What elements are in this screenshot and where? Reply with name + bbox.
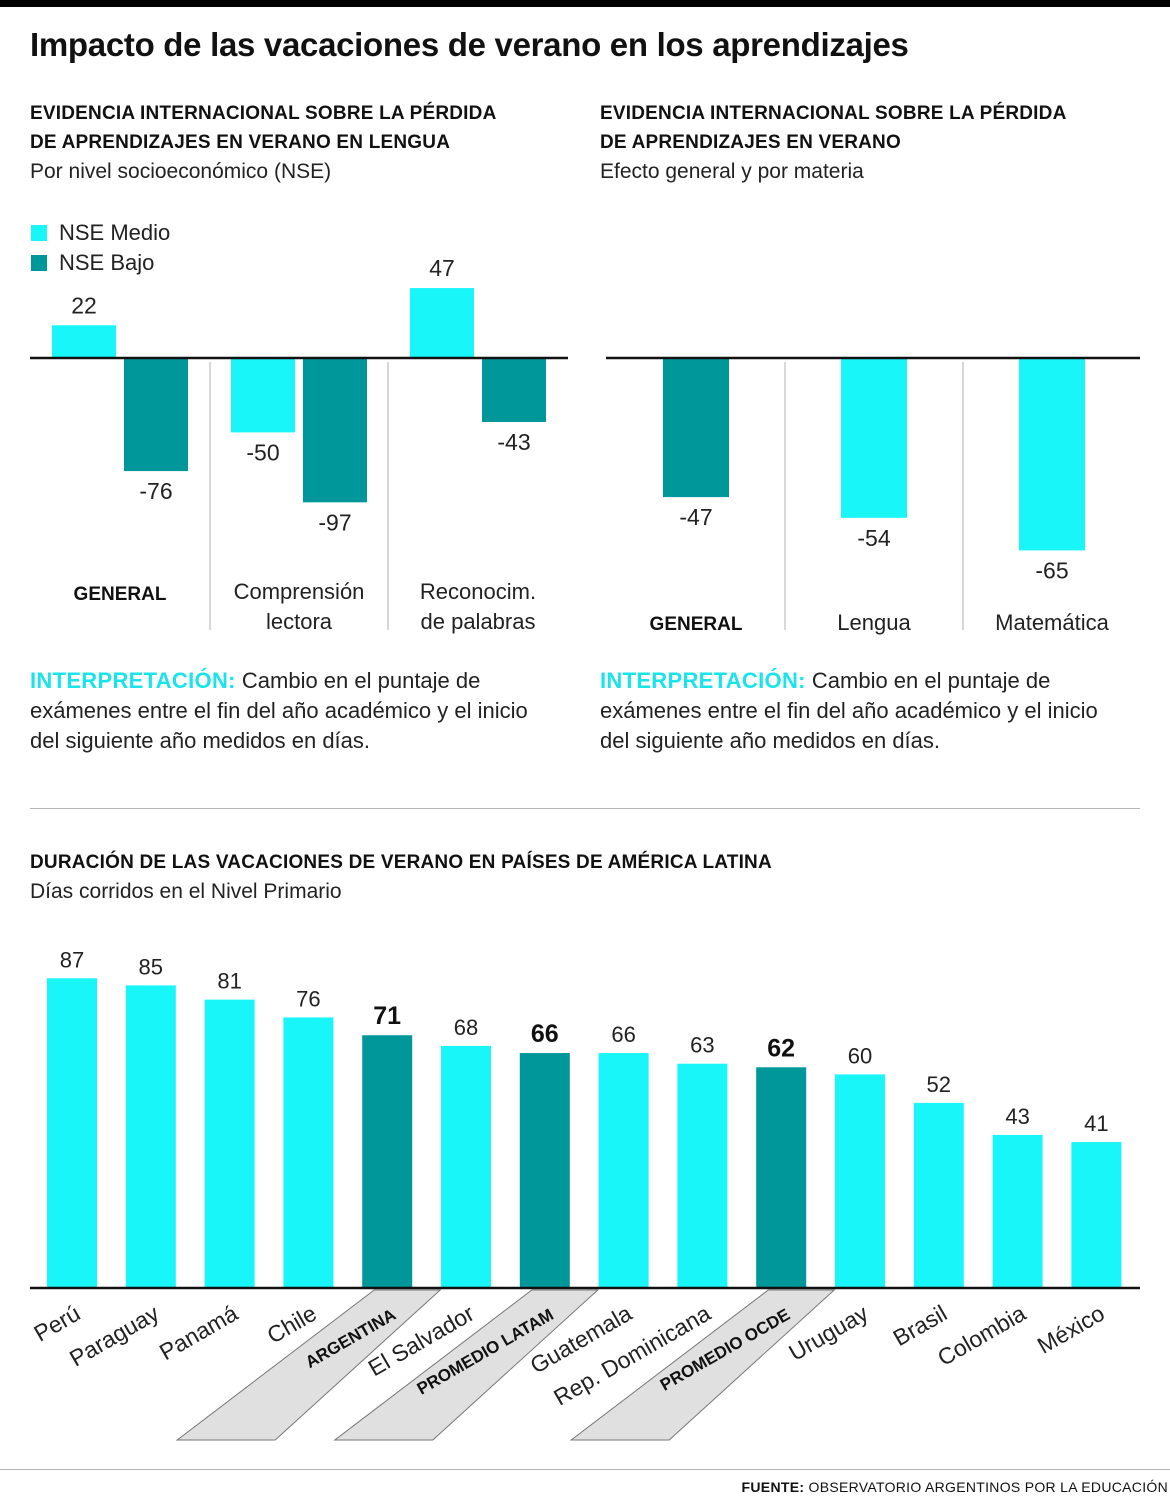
chart1-interpretation: INTERPRETACIÓN: Cambio en el puntaje de … — [30, 666, 550, 756]
chart1-heading-line2: DE APRENDIZAJES EN VERANO EN LENGUA — [30, 132, 451, 153]
value-label: 66 — [531, 1020, 559, 1048]
legend-swatch-nse-medio — [31, 225, 47, 241]
value-label: 81 — [217, 969, 241, 994]
category-label: Colombia — [933, 1300, 1030, 1371]
category-label: México — [1033, 1300, 1109, 1359]
source-text: OBSERVATORIO ARGENTINOS POR LA EDUCACIÓN — [808, 1479, 1168, 1495]
value-label: -76 — [139, 478, 172, 504]
category-label: Reconocim. — [420, 579, 536, 604]
chart2-subtitle: Efecto general y por materia — [600, 160, 864, 183]
chart2-heading-line1: EVIDENCIA INTERNACIONAL SOBRE LA PÉRDIDA — [600, 103, 1067, 124]
top-rule — [0, 0, 1170, 7]
value-label: 41 — [1084, 1111, 1108, 1136]
legend-item-nse-bajo: NSE Bajo — [31, 248, 170, 278]
source-note: FUENTE: OBSERVATORIO ARGENTINOS POR LA E… — [742, 1479, 1168, 1495]
value-label: -97 — [318, 509, 351, 535]
bar-paraguay — [125, 985, 176, 1288]
chart1-legend: NSE Medio NSE Bajo — [31, 218, 170, 278]
bar-nse-bajo-0 — [124, 358, 188, 472]
chart2-heading-line2: DE APRENDIZAJES EN VERANO — [600, 132, 901, 153]
bar-perú — [47, 978, 97, 1288]
category-label: Panamá — [155, 1300, 242, 1365]
value-label: 62 — [767, 1034, 795, 1062]
bar-0 — [663, 358, 729, 498]
bar-guatemala — [598, 1053, 649, 1288]
value-label: -54 — [857, 525, 890, 551]
bar-argentina — [362, 1035, 413, 1288]
value-label: 63 — [690, 1033, 714, 1058]
bar-nse-medio-2 — [410, 288, 474, 358]
bar-chile — [283, 1017, 334, 1288]
category-label: Matemática — [995, 610, 1109, 635]
category-label: GENERAL — [650, 614, 743, 635]
chart1-svg: 22 -76 GENERAL -50 -97 Comprensión lectora 47 -4… — [30, 255, 568, 634]
value-label: 68 — [454, 1015, 478, 1040]
bar-1 — [841, 358, 907, 518]
bar-el-salvador — [441, 1045, 491, 1288]
chart1-subtitle: Por nivel socioeconómico (NSE) — [30, 160, 332, 183]
bar-rep-dominicana — [677, 1063, 728, 1288]
bar-panamá — [204, 999, 255, 1288]
page-title: Impacto de las vacaciones de verano en l… — [30, 26, 909, 63]
highlight-band — [333, 1289, 600, 1441]
source-label: FUENTE: — [741, 1479, 805, 1495]
legend-label-nse-medio: NSE Medio — [59, 220, 171, 245]
chart2-interpretation: INTERPRETACIÓN: Cambio en el puntaje de … — [600, 666, 1120, 756]
value-label: 71 — [373, 1002, 401, 1030]
chart1-heading: EVIDENCIA INTERNACIONAL SOBRE LA PÉRDIDA… — [30, 99, 497, 157]
value-label: 43 — [1005, 1104, 1029, 1129]
bar-nse-medio-1 — [231, 358, 295, 433]
category-label: lectora — [266, 609, 333, 634]
chart2-svg: -47 GENERAL -54 Lengua -65 Matemática — [606, 356, 1140, 635]
value-label: 87 — [60, 947, 84, 972]
bar-promedio-latam — [519, 1053, 570, 1288]
value-label: 22 — [71, 292, 97, 318]
category-label: Paraguay — [65, 1300, 164, 1372]
bar-nse-medio-0 — [52, 325, 116, 358]
highlight-band — [569, 1289, 836, 1441]
chart3-heading: DURACIÓN DE LAS VACACIONES DE VERANO EN … — [30, 852, 772, 873]
category-label: Comprensión — [234, 579, 365, 604]
category-label: de palabras — [421, 609, 536, 634]
value-label: -50 — [246, 439, 279, 465]
bar-nse-bajo-1 — [303, 358, 367, 503]
chart2-interp-label: INTERPRETACIÓN: — [600, 668, 806, 693]
bar-colombia — [992, 1134, 1043, 1288]
chart2-heading: EVIDENCIA INTERNACIONAL SOBRE LA PÉRDIDA… — [600, 99, 1067, 157]
bar-promedio-ocde — [756, 1067, 807, 1288]
value-label: 85 — [139, 954, 163, 979]
highlight-band — [175, 1289, 442, 1441]
bar-méxico — [1071, 1142, 1122, 1288]
chart1-interp-label: INTERPRETACIÓN: — [30, 668, 236, 693]
chart3-subtitle: Días corridos en el Nivel Primario — [30, 880, 342, 903]
value-label: -65 — [1035, 557, 1068, 583]
footer-rule — [0, 1469, 1170, 1470]
bar-nse-bajo-2 — [482, 358, 546, 422]
value-label: -47 — [679, 504, 712, 530]
value-label: 76 — [296, 986, 320, 1011]
chart2-interp-text: Cambio en el puntaje de exámenes entre e… — [600, 668, 1098, 753]
value-label: 66 — [611, 1022, 635, 1047]
legend-swatch-nse-bajo — [31, 255, 47, 271]
value-label: 60 — [848, 1043, 872, 1068]
legend-item-nse-medio: NSE Medio — [31, 218, 170, 248]
section-divider — [30, 808, 1140, 809]
chart1-interp-text: Cambio en el puntaje de exámenes entre e… — [30, 668, 528, 753]
chart1-heading-line1: EVIDENCIA INTERNACIONAL SOBRE LA PÉRDIDA — [30, 103, 497, 124]
category-label: Lengua — [837, 610, 911, 635]
value-label: -43 — [497, 429, 530, 455]
category-label: GENERAL — [74, 584, 167, 605]
bar-uruguay — [835, 1074, 885, 1288]
category-label: Perú — [29, 1300, 84, 1347]
legend-label-nse-bajo: NSE Bajo — [59, 250, 155, 275]
value-label: 47 — [429, 255, 455, 281]
bar-2 — [1019, 358, 1085, 551]
bar-brasil — [913, 1102, 964, 1288]
value-label: 52 — [927, 1072, 951, 1097]
